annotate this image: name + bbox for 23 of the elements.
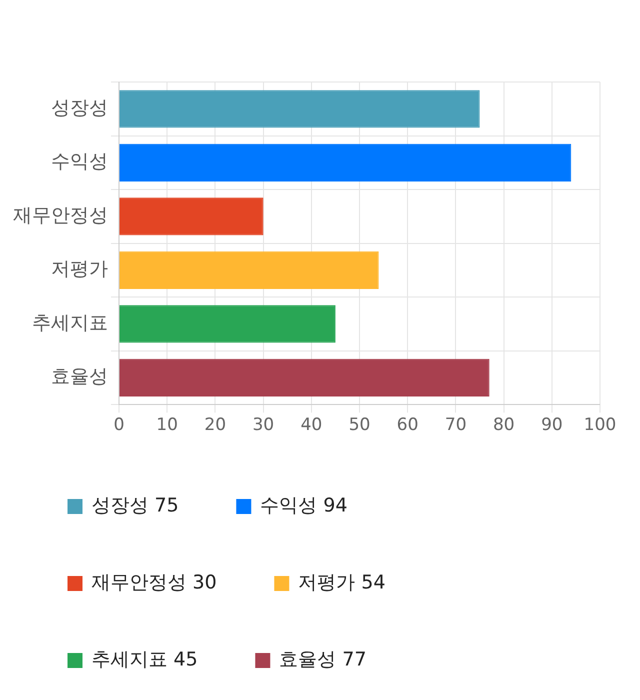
x-tick-label: 80 xyxy=(492,415,515,436)
x-tick-label: 20 xyxy=(204,415,226,436)
x-tick-label: 40 xyxy=(300,415,322,436)
x-tick-label: 70 xyxy=(444,415,467,436)
x-tick-label: 50 xyxy=(348,415,370,436)
legend-label: 재무안정성 30 xyxy=(92,571,217,594)
x-tick-label: 0 xyxy=(114,415,124,436)
x-tick-label: 10 xyxy=(156,415,178,436)
y-tick-label: 저평가 xyxy=(51,258,108,280)
x-tick-label: 90 xyxy=(541,415,563,436)
legend-label: 저평가 54 xyxy=(298,571,386,594)
y-tick-label: 수익성 xyxy=(51,150,108,173)
legend-label: 성장성 75 xyxy=(92,494,179,516)
x-tick-label: 100 xyxy=(584,415,616,436)
y-tick-label: 재무안정성 xyxy=(13,204,108,226)
legend-label: 추세지표 45 xyxy=(92,648,198,670)
y-tick-label: 성장성 xyxy=(51,96,108,119)
x-tick-label: 60 xyxy=(396,415,418,436)
legend-label: 효율성 77 xyxy=(279,648,366,670)
y-tick-label: 추세지표 xyxy=(32,312,108,334)
y-tick-label: 효율성 xyxy=(51,366,108,388)
legend-label: 수익성 94 xyxy=(260,494,348,516)
x-tick-label: 30 xyxy=(252,415,274,436)
